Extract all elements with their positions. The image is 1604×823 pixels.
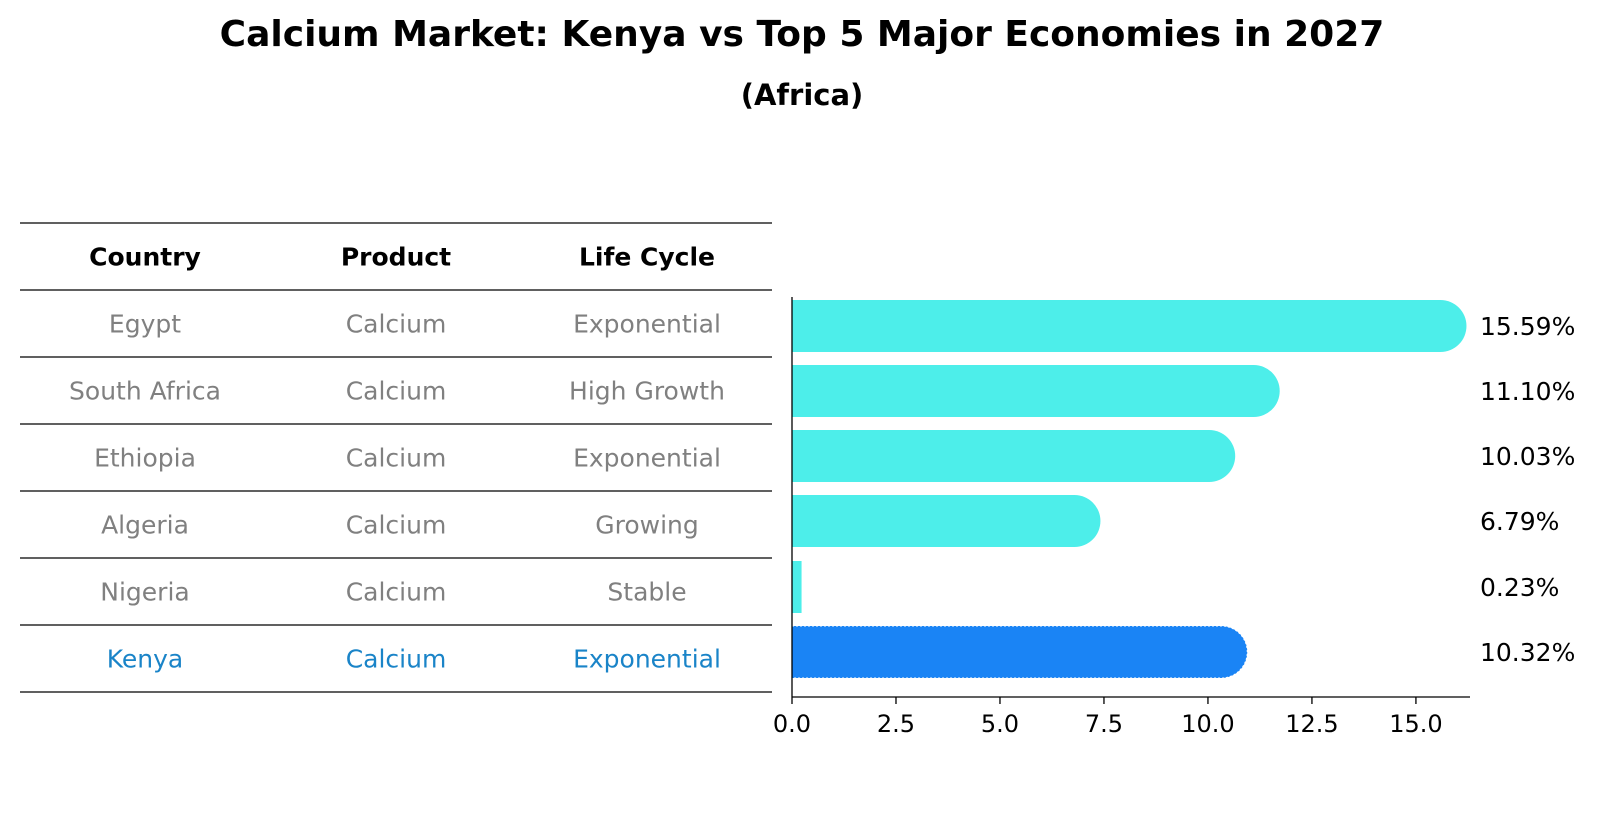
table-cell: Egypt <box>109 310 181 339</box>
table-cell: Exponential <box>573 310 721 339</box>
data-label: 15.59% <box>1480 312 1575 341</box>
table-cell: Exponential <box>573 444 721 473</box>
table-cell: Stable <box>607 578 686 607</box>
bar-series <box>791 300 1467 679</box>
x-tick-label: 15.0 <box>1389 710 1442 738</box>
x-tick-label: 7.5 <box>1085 710 1123 738</box>
table-cell: Calcium <box>346 645 447 674</box>
bar-kenya <box>791 625 1248 679</box>
table-cell: Kenya <box>107 645 184 674</box>
x-tick-label: 0.0 <box>773 710 811 738</box>
table-cell: Algeria <box>101 511 189 540</box>
x-tick-label: 12.5 <box>1285 710 1338 738</box>
table-cell: Calcium <box>346 310 447 339</box>
chart-subtitle: (Africa) <box>740 78 864 112</box>
table-cell: High Growth <box>569 377 725 406</box>
table-header-country: Country <box>89 243 201 272</box>
table-cell: Calcium <box>346 444 447 473</box>
table-cell: Ethiopia <box>94 444 196 473</box>
data-label: 11.10% <box>1480 377 1575 406</box>
table-cell: Nigeria <box>100 578 189 607</box>
x-tick-label: 5.0 <box>981 710 1019 738</box>
table-cell: Growing <box>595 511 699 540</box>
bar-algeria <box>792 495 1101 547</box>
data-label: 6.79% <box>1480 507 1559 536</box>
bar-ethiopia <box>792 430 1236 482</box>
value-labels: 15.59% 11.10% 10.03% 6.79% 0.23% 10.32% <box>1480 312 1575 667</box>
table-cell: Calcium <box>346 511 447 540</box>
table-cell: South Africa <box>69 377 221 406</box>
x-axis: 0.0 2.5 5.0 7.5 10.0 12.5 15.0 <box>773 297 1470 738</box>
data-label: 10.03% <box>1480 442 1575 471</box>
table-cell: Calcium <box>346 578 447 607</box>
bar-egypt <box>792 300 1467 352</box>
chart-title: Calcium Market: Kenya vs Top 5 Major Eco… <box>219 14 1385 55</box>
data-label: 0.23% <box>1480 573 1559 602</box>
x-tick-label: 2.5 <box>877 710 915 738</box>
bar-south-africa <box>792 365 1280 417</box>
table-cell: Exponential <box>573 645 721 674</box>
x-tick-label: 10.0 <box>1181 710 1234 738</box>
table-cell: Calcium <box>346 377 447 406</box>
table-header-product: Product <box>341 243 451 272</box>
bar-nigeria <box>792 561 802 613</box>
table-header-life-cycle: Life Cycle <box>579 243 715 272</box>
data-label: 10.32% <box>1480 638 1575 667</box>
data-table: Country Product Life Cycle Egypt Calcium Expo… <box>20 222 772 693</box>
